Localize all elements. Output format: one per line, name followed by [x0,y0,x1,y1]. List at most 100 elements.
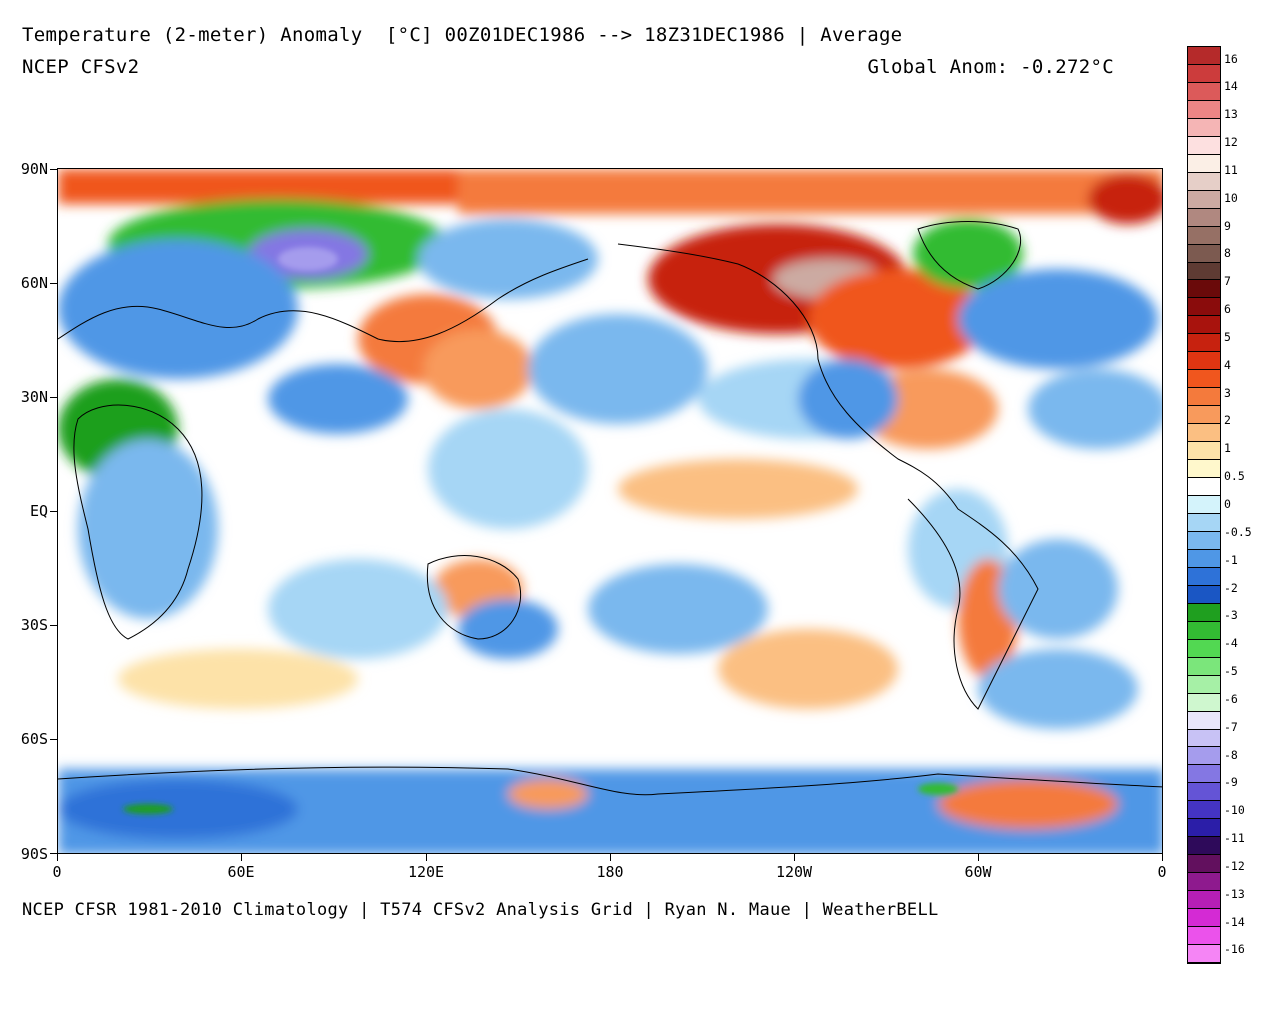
lat-tick [50,397,57,398]
colorbar-swatch [1188,406,1220,425]
colorbar-swatch [1188,891,1220,910]
lon-tick [57,854,58,861]
global-anomaly-value: Global Anom: -0.272°C [867,56,1114,78]
colorbar-label: 4 [1224,357,1231,372]
lat-label-60n: 60N [20,274,48,292]
colorbar-swatch [1188,442,1220,461]
colorbar-label: 7 [1224,274,1231,289]
colorbar-label: 12 [1224,135,1238,150]
colorbar-swatch [1188,765,1220,784]
colorbar-swatch [1188,711,1220,730]
colorbar-swatch [1188,460,1220,479]
lat-tick [50,283,57,284]
anomaly-map [57,168,1163,854]
colorbar-swatch [1188,657,1220,676]
colorbar-label: 16 [1224,51,1238,66]
colorbar-swatch [1188,567,1220,586]
colorbar-swatch [1188,172,1220,191]
colorbar-label: -1 [1224,552,1238,567]
lon-label-0-east: 0 [1157,863,1167,881]
colorbar-swatch [1188,801,1220,820]
lat-tick [50,625,57,626]
colorbar-swatch [1188,639,1220,658]
lon-label-120w: 120W [775,863,813,881]
lon-tick [794,854,795,861]
colorbar-swatch [1188,531,1220,550]
colorbar-swatch [1188,513,1220,532]
colorbar-swatch [1188,424,1220,443]
colorbar-label: 0 [1224,497,1231,511]
lat-tick [50,169,57,170]
colorbar-swatch [1188,64,1220,83]
colorbar-swatch [1188,496,1220,514]
colorbar-label: 1 [1224,441,1231,456]
colorbar-swatch [1188,82,1220,101]
lon-tick [1162,854,1163,861]
colorbar-swatch [1188,873,1220,892]
lat-label-30s: 30S [20,616,48,634]
credits-line: NCEP CFSR 1981-2010 Climatology | T574 C… [22,900,939,920]
map-title: Temperature (2-meter) Anomaly [°C] 00Z01… [22,24,903,46]
colorbar-label: 14 [1224,79,1238,94]
colorbar-label: -3 [1224,608,1238,623]
colorbar-label: -7 [1224,719,1238,734]
colorbar-swatch [1188,280,1220,299]
colorbar-label: -2 [1224,580,1238,595]
colorbar-swatch [1188,208,1220,227]
colorbar-swatch [1188,388,1220,407]
colorbar-swatch [1188,118,1220,137]
colorbar-swatch [1188,316,1220,335]
colorbar-label: -16 [1224,942,1245,957]
anomaly-field [58,169,1162,853]
colorbar-label: -6 [1224,691,1238,706]
colorbar-label: 11 [1224,162,1238,177]
lon-label-120e: 120E [407,863,445,881]
colorbar-swatch [1188,693,1220,712]
lat-label-30n: 30N [20,388,48,406]
colorbar-label: 3 [1224,385,1231,400]
lon-label-60w: 60W [964,863,992,881]
colorbar-swatch [1188,585,1220,604]
lat-label-90n: 90N [20,160,48,178]
colorbar-swatch [1188,100,1220,119]
colorbar-label: -5 [1224,664,1238,679]
colorbar-swatch [1188,927,1220,946]
lon-tick [610,854,611,861]
colorbar-swatch [1188,226,1220,245]
lon-tick [978,854,979,861]
colorbar-swatch [1188,47,1220,65]
colorbar-swatch [1188,621,1220,640]
colorbar-label: -14 [1224,914,1245,929]
colorbar-swatch [1188,675,1220,694]
colorbar-label: 10 [1224,190,1238,205]
colorbar [1187,46,1221,964]
colorbar-swatch [1188,603,1220,622]
lat-tick [50,739,57,740]
anomaly-details [123,247,958,814]
colorbar-swatch [1188,549,1220,568]
colorbar-label: -11 [1224,831,1245,846]
colorbar-swatch [1188,352,1220,371]
colorbar-swatch [1188,783,1220,802]
colorbar-swatch [1188,190,1220,209]
model-name: NCEP CFSv2 [22,56,140,78]
colorbar-label: 8 [1224,246,1231,261]
lat-label-eq: EQ [29,502,48,520]
colorbar-label: -12 [1224,858,1245,873]
colorbar-label: 5 [1224,329,1231,344]
lat-tick [50,853,57,854]
lat-tick [50,511,57,512]
colorbar-label: -8 [1224,747,1238,762]
coastlines [58,221,1162,796]
colorbar-swatch [1188,855,1220,874]
colorbar-swatch [1188,478,1220,496]
colorbar-swatch [1188,909,1220,928]
colorbar-swatch [1188,729,1220,748]
lon-tick [241,854,242,861]
colorbar-label: -0.5 [1224,524,1252,539]
lat-label-90s: 90S [20,845,48,863]
colorbar-label: 9 [1224,218,1231,233]
colorbar-label: -10 [1224,803,1245,818]
colorbar-label: -4 [1224,636,1238,651]
colorbar-label: 6 [1224,302,1231,317]
